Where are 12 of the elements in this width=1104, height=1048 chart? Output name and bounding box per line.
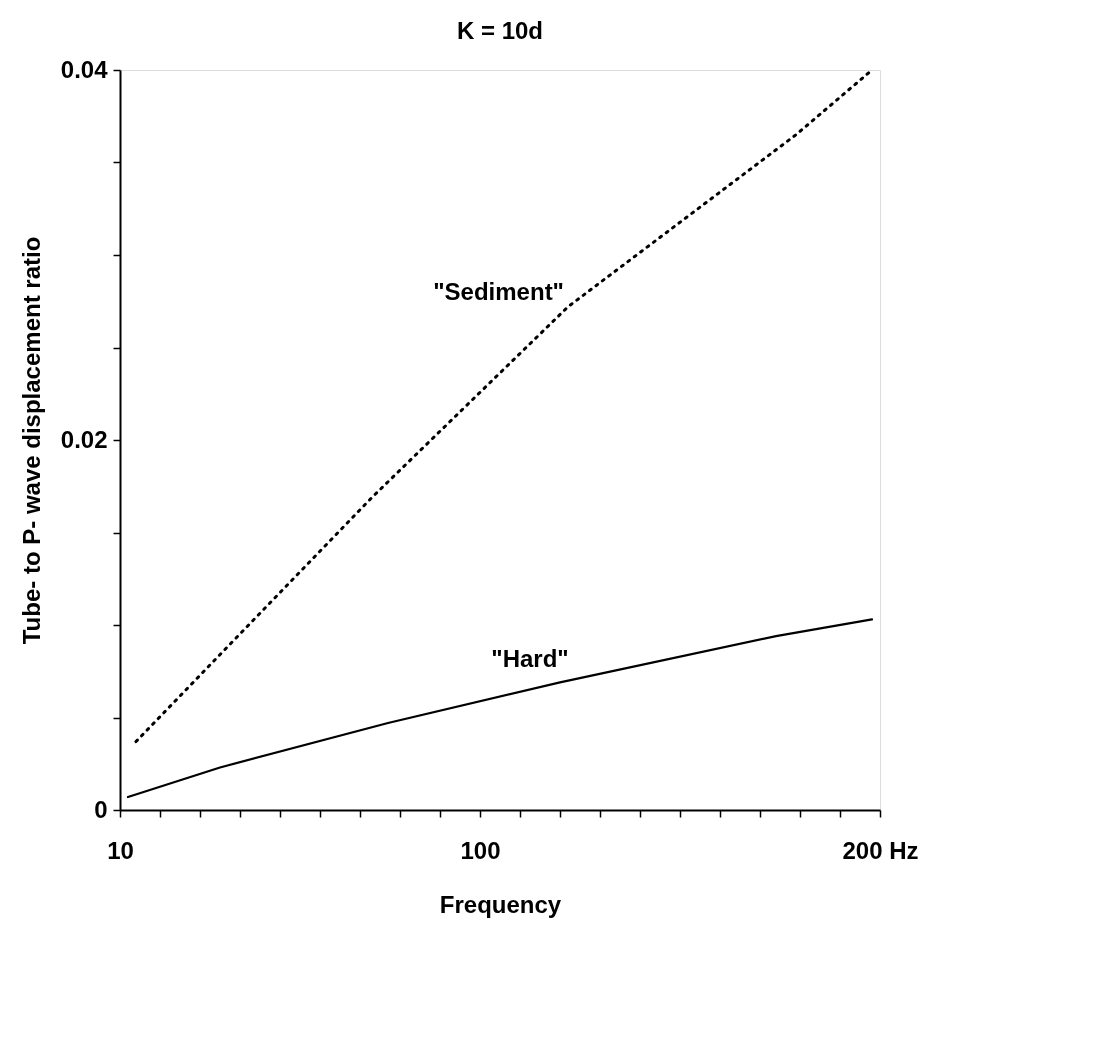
series-label: "Hard"	[491, 645, 569, 673]
series-label: "Sediment"	[433, 277, 564, 305]
y-tick-label: 0	[94, 795, 108, 823]
x-tick-label: 100	[460, 836, 501, 864]
y-tick-label: 0.02	[60, 425, 108, 453]
x-tick-label: 10	[107, 836, 134, 864]
y-axis-title: Tube- to P- wave displacement ratio	[17, 236, 45, 645]
x-tick-label: 200 Hz	[842, 836, 919, 864]
y-tick-label: 0.04	[60, 55, 109, 83]
chart-title: K = 10d	[456, 17, 544, 44]
line-series	[126, 618, 874, 799]
x-axis-title: Frequency	[439, 890, 562, 918]
